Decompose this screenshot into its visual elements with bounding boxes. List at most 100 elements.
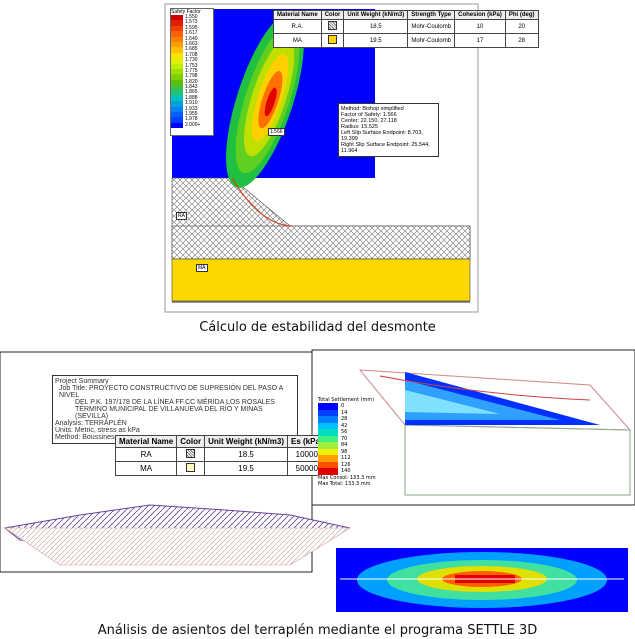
legend-swatch xyxy=(171,36,183,42)
cell: Mohr-Coulomb xyxy=(407,19,456,34)
legend-swatch xyxy=(171,95,183,102)
cell: MA xyxy=(114,461,178,476)
legend-swatch xyxy=(171,106,183,113)
color-swatch xyxy=(328,21,338,30)
row: RA 18.5 10000 xyxy=(114,447,327,462)
ma-layer xyxy=(171,258,471,302)
cell: 28 xyxy=(504,33,539,48)
header-cell: Unit Weight (kN/m3) xyxy=(204,435,288,448)
cell: MA xyxy=(273,33,322,48)
legend-label: 1.910 xyxy=(185,100,198,107)
legend-row: 1.843 xyxy=(171,84,213,91)
legend-swatch xyxy=(171,101,183,107)
legend-row: 1.753 xyxy=(171,63,213,69)
legend-swatch xyxy=(171,90,183,96)
legend-row: 1.640 xyxy=(171,36,213,42)
header-cell: Unit Weight (kN/m3) xyxy=(343,10,409,20)
legend-row: 84 xyxy=(318,442,376,449)
grey-layer xyxy=(171,225,471,260)
legend-swatch xyxy=(171,58,183,64)
legend-swatch xyxy=(318,403,338,410)
legend-row: 1.955 xyxy=(171,111,213,118)
legend-label: 1.798 xyxy=(185,73,198,80)
cell: 10 xyxy=(454,19,506,34)
material-table: Material Name Color Unit Weight (kN/m3) Str… xyxy=(273,10,539,48)
legend-swatch xyxy=(171,52,183,59)
legend-label: 1.820 xyxy=(185,78,198,85)
legend-swatch xyxy=(171,122,183,129)
legend-swatch xyxy=(171,68,183,75)
legend-label: 1.730 xyxy=(185,57,198,64)
legend-label: 112 xyxy=(341,455,351,461)
cell: 18.5 xyxy=(343,19,409,34)
legend-row: 2.000+ xyxy=(171,122,213,129)
summary-line: DEL P.K. 197/178 DE LA LÍNEA FF.CC MÉRID… xyxy=(75,399,275,406)
legend-swatch xyxy=(318,422,338,429)
settle-legend: Total Settlement (mm) 0 14 28 42 56 70 84 98 112… xyxy=(318,397,376,487)
legend-swatch xyxy=(318,461,338,468)
slip-surface xyxy=(231,177,293,227)
header-row: Material Name Color Unit Weight (kN/m3) Str… xyxy=(273,10,539,20)
legend-label: 1.843 xyxy=(185,84,198,91)
summary-line: Analysis: TERRAPLÉN xyxy=(55,420,127,427)
legend-label: 1.663 xyxy=(185,40,198,47)
legend-label: 1.685 xyxy=(185,46,198,53)
color-swatch xyxy=(186,449,196,458)
legend-row: 56 xyxy=(318,429,376,436)
legend-row: 1.978 xyxy=(171,116,213,123)
legend-swatch xyxy=(318,429,338,436)
info-line: Right Slip Surface Endpoint: 25.544, 11.… xyxy=(341,142,430,154)
legend-swatch xyxy=(171,85,183,91)
legend-label: 0 xyxy=(341,403,345,409)
legend-label: 126 xyxy=(341,461,351,468)
material-table-2: Material Name Color Unit Weight (kN/m3) Es … xyxy=(114,435,327,476)
load xyxy=(379,375,591,401)
cell: 50000 xyxy=(287,461,327,476)
legend-swatch xyxy=(171,79,183,86)
slab-3 xyxy=(405,390,500,414)
color-cell xyxy=(320,33,345,48)
legend-row: 0 xyxy=(318,403,376,410)
color-swatch xyxy=(328,35,338,44)
summary-line: Method: Boussinesq xyxy=(55,434,119,441)
legend-row: 1.685 xyxy=(171,46,213,53)
legend-row: 28 xyxy=(318,416,376,423)
summary-line: Units: Metric, stress as kPa xyxy=(55,427,140,434)
legend-row: 42 xyxy=(318,422,376,429)
contours xyxy=(226,12,304,188)
legend-row: 1.798 xyxy=(171,73,213,80)
cell: 19.5 xyxy=(204,461,288,476)
legend-row: 1.910 xyxy=(171,100,213,107)
cell: 19.5 xyxy=(343,33,409,48)
header-cell: Color xyxy=(176,435,206,448)
legend-label: 1.865 xyxy=(185,89,198,96)
info-box: Method: Bishop simplified Factor of Safet… xyxy=(338,103,439,157)
legend-row: 1.730 xyxy=(171,57,213,64)
header-cell: Cohesion (kPa) xyxy=(454,10,506,20)
ra-label: RA xyxy=(176,212,187,220)
header-row: Material Name Color Unit Weight (kN/m3) Es … xyxy=(114,435,327,448)
color-swatch xyxy=(186,463,196,472)
legend-row: 126 xyxy=(318,461,376,468)
legend-label: 56 xyxy=(341,429,348,435)
sf-legend: Safety Factor 1.550 1.573 1.595 1.617 1.640 1… xyxy=(170,8,214,136)
legend-title: Safety Factor xyxy=(171,9,201,15)
legend-swatch xyxy=(171,117,183,123)
cell: 17 xyxy=(454,33,506,48)
header-cell: Material Name xyxy=(273,10,322,20)
legend-swatch xyxy=(171,41,183,48)
legend-row: 14 xyxy=(318,409,376,416)
legend-swatch xyxy=(171,20,183,26)
header-cell: Phi (deg) xyxy=(504,10,539,20)
legend-row: 1.617 xyxy=(171,30,213,37)
legend-swatch xyxy=(171,31,183,37)
legend-swatch xyxy=(318,442,338,449)
header-cell: Material Name xyxy=(114,435,178,448)
max-line: Max Consol: 133.3 mm xyxy=(318,474,376,481)
legend-row: 1.663 xyxy=(171,40,213,48)
caption-1: Cálculo de estabilidad del desmonte xyxy=(199,320,436,335)
header-cell: Strength Type xyxy=(407,10,456,20)
legend-label: 1.978 xyxy=(185,116,198,123)
row: MA 19.5 Mohr-Coulomb 17 28 xyxy=(273,33,539,48)
